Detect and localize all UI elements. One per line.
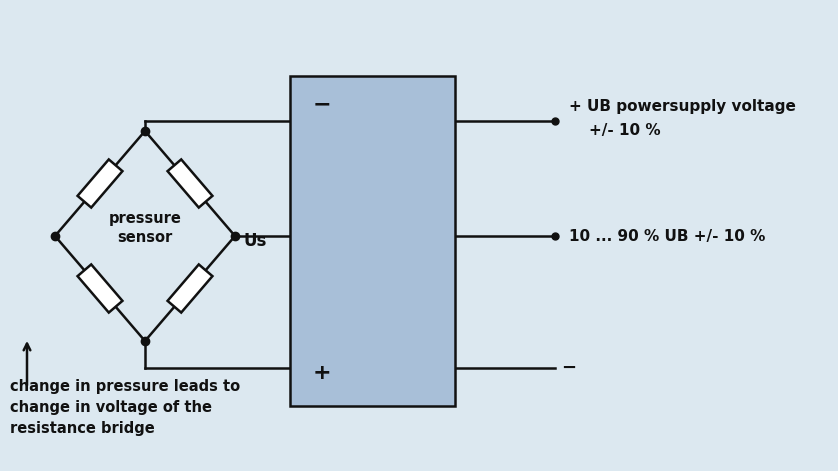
Polygon shape (168, 264, 213, 313)
Text: + UB powersupply voltage: + UB powersupply voltage (569, 99, 796, 114)
Bar (290, 76, 455, 406)
Polygon shape (168, 159, 213, 208)
Text: change in pressure leads to
change in voltage of the
resistance bridge: change in pressure leads to change in vo… (10, 379, 241, 436)
Text: +/- 10 %: +/- 10 % (589, 123, 660, 138)
Polygon shape (78, 264, 122, 313)
Polygon shape (78, 159, 122, 208)
Text: pressure
sensor: pressure sensor (109, 211, 182, 245)
Text: +: + (313, 363, 332, 383)
Text: Us: Us (243, 232, 266, 250)
Text: 10 ... 90 % UB +/- 10 %: 10 ... 90 % UB +/- 10 % (569, 228, 765, 244)
Text: −: − (561, 359, 577, 377)
Text: −: − (313, 94, 332, 114)
